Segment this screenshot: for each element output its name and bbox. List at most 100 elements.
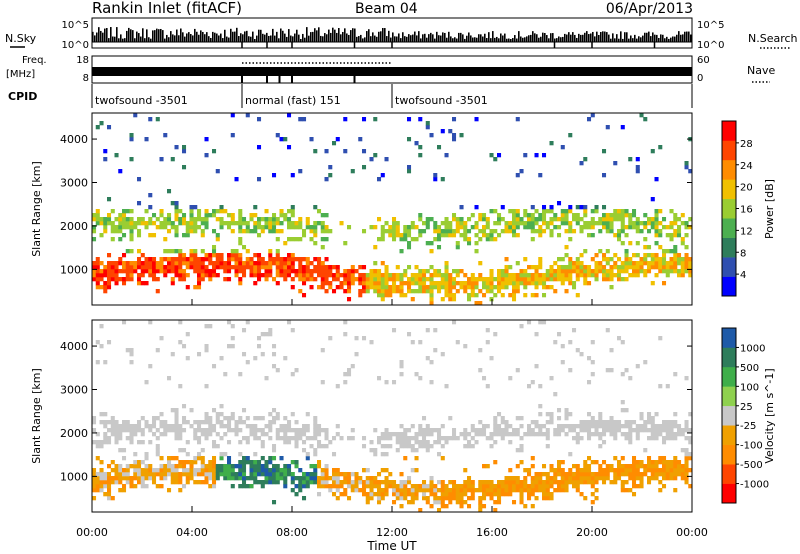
heatmap-cell xyxy=(587,117,592,122)
heatmap-cell xyxy=(594,476,599,481)
heatmap-cell xyxy=(688,261,693,266)
heatmap-cell xyxy=(170,476,175,481)
heatmap-cell xyxy=(560,273,565,278)
heatmap-cell xyxy=(324,432,329,437)
heatmap-cell xyxy=(497,289,502,294)
heatmap-cell xyxy=(155,265,160,270)
heatmap-cell xyxy=(185,420,190,425)
heatmap-cell xyxy=(358,488,363,493)
heatmap-cell xyxy=(643,221,648,226)
heatmap-cell xyxy=(294,440,299,445)
heatmap-cell xyxy=(437,440,442,445)
heatmap-cell xyxy=(632,468,637,473)
heatmap-cell xyxy=(320,213,325,218)
heatmap-cell xyxy=(635,265,640,270)
heatmap-cell xyxy=(463,500,468,505)
noise-bar xyxy=(156,28,158,42)
heatmap-cell xyxy=(208,257,213,262)
heatmap-cell xyxy=(553,428,558,433)
noise-bar xyxy=(516,38,518,42)
noise-bar xyxy=(606,32,608,42)
heatmap-cell xyxy=(564,277,569,282)
heatmap-cell xyxy=(95,476,100,481)
heatmap-cell xyxy=(688,436,693,441)
heatmap-cell xyxy=(440,496,445,501)
heatmap-cell xyxy=(575,257,580,262)
xtick-label: 12:00 xyxy=(376,526,408,539)
heatmap-cell xyxy=(467,229,472,234)
heatmap-cell xyxy=(688,412,693,417)
heatmap-cell xyxy=(602,432,607,437)
heatmap-cell xyxy=(99,412,104,417)
noise-bar xyxy=(384,28,386,42)
heatmap-cell xyxy=(572,261,577,266)
heatmap-cell xyxy=(579,492,584,497)
heatmap-cell xyxy=(560,488,565,493)
heatmap-cell xyxy=(317,424,322,429)
heatmap-cell xyxy=(215,237,220,242)
heatmap-cell xyxy=(669,464,674,469)
heatmap-cell xyxy=(365,281,370,286)
heatmap-cell xyxy=(650,261,655,266)
heatmap-cell xyxy=(493,277,498,282)
heatmap-cell xyxy=(568,468,573,473)
heatmap-cell xyxy=(317,432,322,437)
heatmap-cell xyxy=(373,484,378,489)
heatmap-cell xyxy=(508,281,513,286)
heatmap-cell xyxy=(628,273,633,278)
heatmap-cell xyxy=(317,428,322,433)
heatmap-cell xyxy=(489,269,494,274)
heatmap-cell xyxy=(399,504,404,509)
noise-bar xyxy=(464,38,466,42)
colorbar-swatch xyxy=(722,159,736,180)
heatmap-cell xyxy=(339,480,344,485)
heatmap-cell xyxy=(204,468,209,473)
heatmap-cell xyxy=(429,293,434,298)
heatmap-cell xyxy=(512,289,517,294)
heatmap-cell xyxy=(174,468,179,473)
heatmap-cell xyxy=(680,265,685,270)
heatmap-cell xyxy=(122,225,127,230)
heatmap-cell xyxy=(152,277,157,282)
heatmap-cell xyxy=(613,472,618,477)
heatmap-cell xyxy=(369,285,374,290)
heatmap-cell xyxy=(433,440,438,445)
noise-bar xyxy=(368,29,370,42)
noise-bar xyxy=(448,31,450,42)
heatmap-cell xyxy=(410,492,415,497)
heatmap-cell xyxy=(658,428,663,433)
heatmap-cell xyxy=(542,153,547,158)
heatmap-cell xyxy=(564,245,569,250)
noise-bar xyxy=(274,35,276,42)
heatmap-cell xyxy=(617,476,622,481)
heatmap-cell xyxy=(680,261,685,266)
heatmap-cell xyxy=(414,265,419,270)
heatmap-cell xyxy=(587,480,592,485)
heatmap-cell xyxy=(568,257,573,262)
heatmap-cell xyxy=(219,436,224,441)
heatmap-cell xyxy=(407,428,412,433)
heatmap-cell xyxy=(163,424,168,429)
heatmap-cell xyxy=(673,424,678,429)
heatmap-cell xyxy=(324,265,329,270)
noise-bar xyxy=(120,34,122,42)
heatmap-cell xyxy=(320,484,325,489)
heatmap-cell xyxy=(602,269,607,274)
heatmap-cell xyxy=(275,428,280,433)
heatmap-cell xyxy=(163,464,168,469)
heatmap-cell xyxy=(635,229,640,234)
heatmap-cell xyxy=(504,269,509,274)
heatmap-cell xyxy=(688,484,693,489)
heatmap-cell xyxy=(392,285,397,290)
heatmap-cell xyxy=(440,504,445,509)
heatmap-cell xyxy=(95,440,100,445)
heatmap-cell xyxy=(272,217,277,222)
heatmap-cell xyxy=(167,464,172,469)
heatmap-cell xyxy=(635,225,640,230)
heatmap-cell xyxy=(137,424,142,429)
noise-bar xyxy=(132,30,134,42)
heatmap-cell xyxy=(125,269,130,274)
heatmap-cell xyxy=(223,432,228,437)
heatmap-cell xyxy=(155,217,160,222)
heatmap-cell xyxy=(95,269,100,274)
